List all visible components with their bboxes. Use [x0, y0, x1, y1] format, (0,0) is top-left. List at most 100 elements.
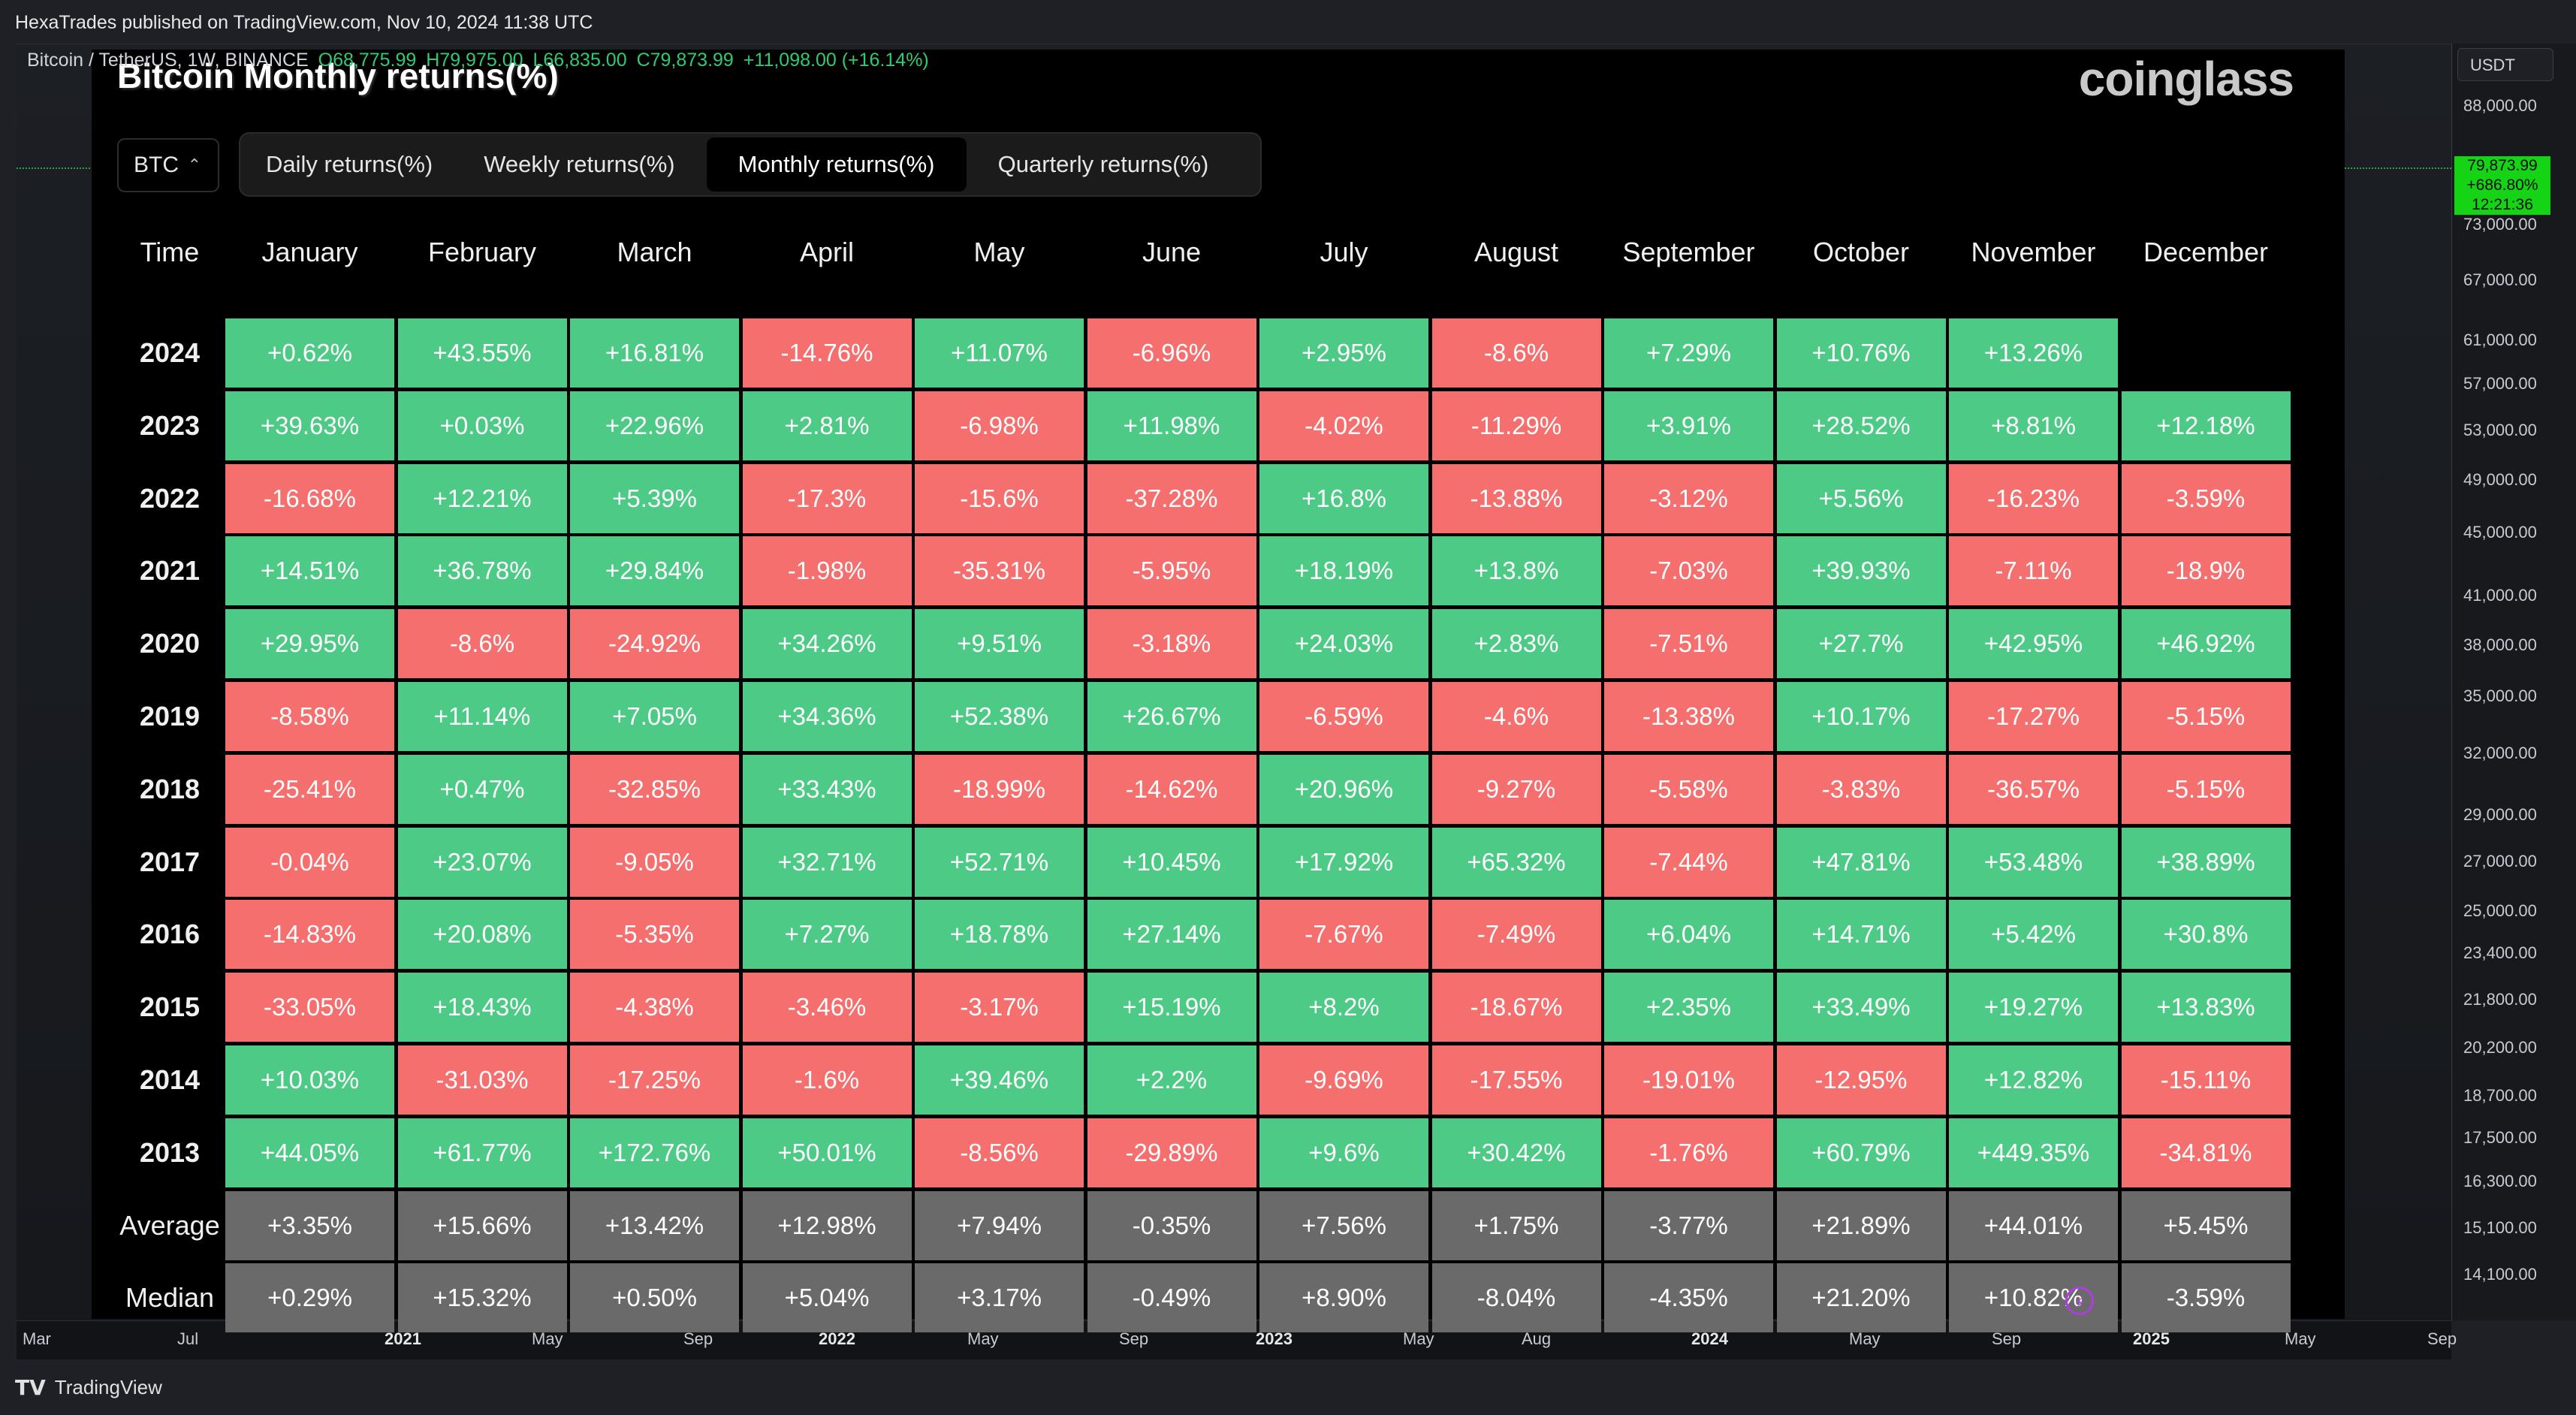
return-cell: +5.56%	[1776, 463, 1946, 533]
return-cell: -5.95%	[1087, 536, 1256, 606]
return-cell: -24.92%	[570, 609, 739, 679]
month-header: April	[799, 237, 855, 267]
return-cell: -3.77%	[1604, 1190, 1773, 1260]
period-tabs: Daily returns(%) Weekly returns(%) Month…	[239, 132, 1262, 197]
return-cell: +29.84%	[570, 536, 739, 606]
time-axis-label: Mar	[23, 1329, 51, 1348]
return-cell: +46.92%	[2121, 609, 2291, 679]
return-cell: +7.05%	[570, 682, 739, 751]
price-scale-label: 20,200.00	[2463, 1038, 2537, 1057]
return-cell: +29.95%	[225, 609, 394, 679]
return-cell: +19.27%	[1949, 973, 2118, 1042]
return-cell: +14.51%	[225, 536, 394, 606]
time-axis-label: Jul	[177, 1329, 199, 1348]
return-cell: -5.15%	[2121, 682, 2291, 751]
return-cell: +38.89%	[2121, 827, 2291, 897]
symbol-legend[interactable]: Bitcoin / TetherUS, 1W, BINANCE O68,775.…	[27, 50, 934, 71]
coin-select[interactable]: BTC ⌃	[117, 138, 219, 192]
return-cell: -3.18%	[1087, 609, 1256, 679]
return-cell: -3.83%	[1776, 754, 1946, 824]
return-cell: +11.07%	[915, 318, 1084, 388]
return-cell: +7.56%	[1259, 1190, 1428, 1260]
tab-daily[interactable]: Daily returns(%)	[266, 151, 433, 177]
return-cell: -18.99%	[915, 754, 1084, 824]
return-cell: -8.04%	[1431, 1263, 1601, 1333]
return-cell: +2.83%	[1431, 609, 1601, 679]
return-cell: +43.55%	[397, 318, 567, 388]
return-cell: -15.11%	[2121, 1045, 2291, 1115]
price-scale-label: 27,000.00	[2463, 852, 2537, 870]
return-cell: -19.01%	[1604, 1045, 1773, 1115]
return-cell: -4.02%	[1259, 391, 1428, 460]
return-cell: +21.20%	[1776, 1263, 1946, 1333]
return-cell: +28.52%	[1776, 391, 1946, 460]
return-cell: +61.77%	[397, 1118, 567, 1187]
return-cell: -8.6%	[1431, 318, 1601, 388]
year-row-label: 2019	[139, 701, 201, 732]
return-cell: +11.14%	[397, 682, 567, 751]
price-scale[interactable]	[2451, 44, 2576, 1320]
return-cell: +22.96%	[570, 391, 739, 460]
price-scale-label: 15,100.00	[2463, 1218, 2537, 1237]
month-header: November	[1971, 237, 2096, 267]
stat-row-label: Median	[125, 1282, 215, 1314]
footer-brand[interactable]: TradingView	[54, 1375, 162, 1398]
price-scale-label: 16,300.00	[2463, 1172, 2537, 1190]
return-cell: -1.6%	[742, 1045, 912, 1115]
footer: 𝗧𝗩 TradingView	[0, 1359, 2576, 1415]
year-row-label: 2023	[139, 409, 201, 441]
return-cell: +53.48%	[1949, 827, 2118, 897]
open-value: O68,775.99	[318, 50, 417, 71]
return-cell: -6.96%	[1087, 318, 1256, 388]
return-cell: -35.31%	[915, 536, 1084, 606]
tab-weekly[interactable]: Weekly returns(%)	[484, 151, 675, 177]
return-cell: -3.12%	[1604, 463, 1773, 533]
return-cell: -31.03%	[397, 1045, 567, 1115]
month-header: February	[427, 237, 537, 267]
price-tag-change: +686.80%	[2466, 176, 2538, 194]
return-cell: -4.6%	[1431, 682, 1601, 751]
year-row-label: 2020	[139, 628, 201, 659]
price-scale-label: 14,100.00	[2463, 1265, 2537, 1284]
return-cell: +5.39%	[570, 463, 739, 533]
tab-quarterly[interactable]: Quarterly returns(%)	[997, 151, 1209, 177]
return-cell: -15.6%	[915, 463, 1084, 533]
return-cell: +16.8%	[1259, 463, 1428, 533]
return-cell: -8.58%	[225, 682, 394, 751]
return-cell: -1.76%	[1604, 1118, 1773, 1187]
return-cell: +7.27%	[742, 900, 912, 970]
return-cell: +13.42%	[570, 1190, 739, 1260]
price-scale-label: 57,000.00	[2463, 374, 2537, 393]
month-header: March	[617, 237, 692, 267]
return-cell: -3.17%	[915, 973, 1084, 1042]
return-cell: +2.2%	[1087, 1045, 1256, 1115]
return-cell: -16.23%	[1949, 463, 2118, 533]
lightning-icon[interactable]: ⚡	[2065, 1287, 2094, 1315]
tradingview-logo-icon[interactable]: 𝗧𝗩	[15, 1375, 46, 1399]
return-cell: -9.69%	[1259, 1045, 1428, 1115]
year-row-label: 2024	[139, 337, 201, 368]
return-cell: +10.03%	[225, 1045, 394, 1115]
tab-monthly[interactable]: Monthly returns(%)	[706, 137, 967, 192]
price-scale-label: 23,400.00	[2463, 943, 2537, 962]
return-cell: +20.96%	[1259, 754, 1428, 824]
return-cell: +7.29%	[1604, 318, 1773, 388]
price-scale-label: 25,000.00	[2463, 901, 2537, 920]
currency-button[interactable]: USDT	[2457, 48, 2553, 81]
return-cell: -3.46%	[742, 973, 912, 1042]
price-scale-label: 53,000.00	[2463, 421, 2537, 439]
return-cell: +8.90%	[1259, 1263, 1428, 1333]
return-cell: +32.71%	[742, 827, 912, 897]
month-header: January	[261, 237, 358, 267]
price-scale-label: 17,500.00	[2463, 1128, 2537, 1147]
return-cell: +2.95%	[1259, 318, 1428, 388]
return-cell: -0.35%	[1087, 1190, 1256, 1260]
return-cell: -33.05%	[225, 973, 394, 1042]
return-cell: +36.78%	[397, 536, 567, 606]
return-cell: +60.79%	[1776, 1118, 1946, 1187]
return-cell: -7.49%	[1431, 900, 1601, 970]
year-row-label: 2018	[139, 773, 201, 804]
symbol-name[interactable]: Bitcoin / TetherUS, 1W, BINANCE	[27, 50, 309, 71]
price-scale-label: 73,000.00	[2463, 215, 2537, 234]
publish-info: HexaTrades published on TradingView.com,…	[0, 0, 2576, 45]
